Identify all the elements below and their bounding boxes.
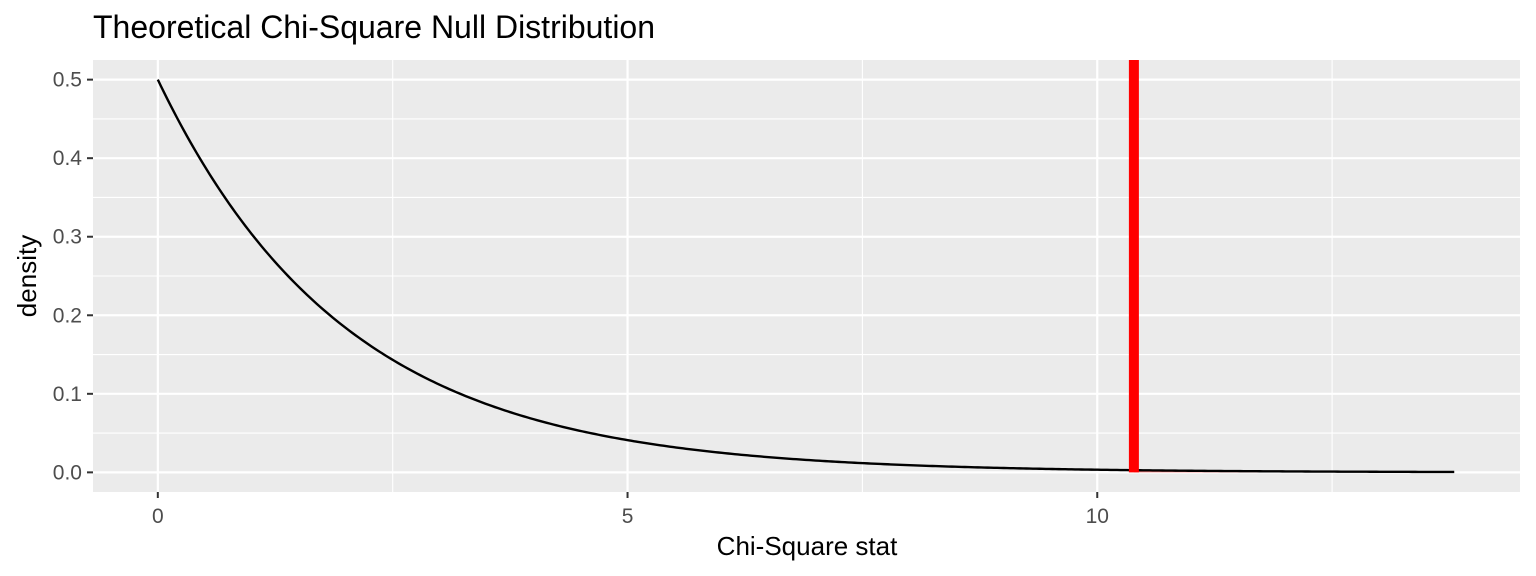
y-tick-label: 0.2 bbox=[53, 304, 82, 327]
y-tick-label: 0.4 bbox=[53, 147, 83, 170]
x-tick-label: 10 bbox=[1086, 505, 1109, 528]
x-axis-title: Chi-Square stat bbox=[717, 531, 898, 561]
density-curve bbox=[156, 79, 1455, 474]
y-tick-label: 0.5 bbox=[53, 69, 82, 92]
y-axis: 0.0 0.1 0.2 0.3 0.4 0.5 bbox=[53, 69, 93, 484]
x-axis: 0 5 10 bbox=[152, 492, 1109, 528]
y-tick-label: 0.0 bbox=[53, 461, 82, 484]
grid-lines bbox=[93, 60, 1520, 492]
y-tick-label: 0.1 bbox=[53, 383, 82, 406]
y-tick-label: 0.3 bbox=[53, 226, 82, 249]
y-axis-title: density bbox=[12, 235, 42, 317]
x-tick-label: 0 bbox=[152, 505, 164, 528]
x-tick-label: 5 bbox=[622, 505, 634, 528]
chart-title: Theoretical Chi-Square Null Distribution bbox=[93, 9, 655, 45]
